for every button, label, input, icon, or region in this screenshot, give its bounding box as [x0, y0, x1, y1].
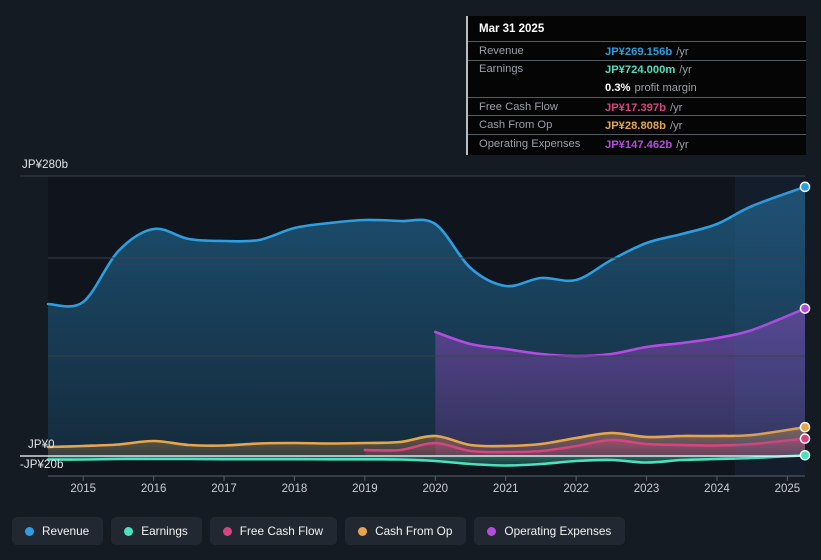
x-axis-tick-2020: 2020 — [422, 483, 449, 495]
y-axis-label-negative: -JP¥20b — [20, 459, 64, 471]
legend-item-revenue[interactable]: Revenue — [12, 517, 104, 545]
legend-item-label: Operating Expenses — [504, 524, 612, 538]
x-axis-tick-2024: 2024 — [704, 483, 730, 495]
tooltip-profit-margin-group: 0.3% profit margin — [605, 78, 697, 96]
x-axis-tick-2016: 2016 — [140, 483, 167, 495]
legend-item-earnings[interactable]: Earnings — [111, 517, 202, 545]
profit-margin-value: 0.3% — [605, 82, 631, 95]
tooltip-row-value-group: JP¥28.808b/yr — [605, 116, 682, 134]
legend-item-label: Cash From Op — [375, 524, 453, 538]
x-axis-tick-2015: 2015 — [70, 483, 96, 495]
tooltip-row-unit: /yr — [669, 120, 683, 133]
profit-margin-label: profit margin — [634, 82, 697, 95]
legend-item-free-cash-flow[interactable]: Free Cash Flow — [209, 517, 338, 545]
tooltip-rows: Revenue JP¥269.156b/yr Earnings JP¥724.000m… — [468, 41, 806, 153]
legend-color-dot-icon — [25, 526, 34, 536]
x-axis-tick-2018: 2018 — [281, 483, 308, 495]
legend-color-dot-icon — [358, 526, 368, 536]
tooltip-row-unit: /yr — [679, 64, 692, 77]
x-axis-tick-2019: 2019 — [352, 483, 378, 495]
tooltip-row-value-group: JP¥724.000m/yr — [605, 60, 692, 78]
y-axis-label-top: JP¥280b — [22, 159, 69, 171]
x-axis-tick-2022: 2022 — [563, 483, 589, 495]
financial-chart: JP¥280b JP¥0 -JP¥20b 2015 2016 2017 2018 201… — [20, 159, 811, 495]
data-tooltip: Mar 31 2025 Revenue JP¥269.156b/yr Earning… — [466, 16, 806, 155]
tooltip-row-value: JP¥269.156b — [605, 45, 673, 58]
tooltip-row: Free Cash Flow JP¥17.397b/yr — [468, 96, 806, 116]
tooltip-row-unit: /yr — [676, 138, 689, 151]
tooltip-row: Revenue JP¥269.156b/yr — [468, 41, 806, 60]
tooltip-row-value-group: JP¥269.156b/yr — [605, 42, 689, 60]
x-axis-tick-2017: 2017 — [211, 483, 237, 495]
legend-item-cash-from-op[interactable]: Cash From Op — [345, 517, 467, 545]
tooltip-row-label: Operating Expenses — [479, 137, 581, 150]
x-axis-tick-2023: 2023 — [633, 483, 660, 495]
tooltip-row-label: Revenue — [479, 44, 524, 57]
tooltip-row: Earnings JP¥724.000m/yr — [468, 59, 806, 79]
legend-item-operating-expenses[interactable]: Operating Expenses — [474, 517, 626, 545]
tooltip-row-value: JP¥28.808b — [605, 120, 666, 133]
legend-item-label: Free Cash Flow — [239, 524, 324, 538]
tooltip-row-label: Cash From Op — [479, 119, 553, 132]
legend-color-dot-icon — [487, 526, 497, 536]
x-axis-tick-2025: 2025 — [774, 483, 801, 495]
legend-color-dot-icon — [124, 526, 134, 536]
tooltip-date-title: Mar 31 2025 — [479, 23, 545, 35]
tooltip-row-value: JP¥17.397b — [605, 101, 666, 114]
legend-item-label: Revenue — [42, 524, 90, 538]
chart-legend: Revenue Earnings Free Cash Flow Cash From O… — [12, 517, 626, 545]
tooltip-row: Operating Expenses JP¥147.462b/yr — [468, 133, 806, 153]
tooltip-row-value-group: JP¥17.397b/yr — [605, 98, 682, 116]
tooltip-row-value-group: JP¥147.462b/yr — [605, 135, 689, 153]
tooltip-row-value: JP¥724.000m — [605, 64, 676, 77]
tooltip-row: Cash From Op JP¥28.808b/yr — [468, 115, 806, 134]
legend-item-label: Earnings — [141, 524, 188, 538]
legend-color-dot-icon — [222, 526, 232, 536]
x-axis-tick-2021: 2021 — [492, 483, 519, 495]
tooltip-profit-margin-row: 0.3% profit margin — [468, 78, 806, 97]
y-axis-label-zero: JP¥0 — [28, 439, 55, 451]
chart-canvas — [20, 175, 811, 481]
tooltip-row-label: Earnings — [479, 63, 524, 76]
tooltip-row-unit: /yr — [669, 101, 683, 114]
tooltip-row-label: Free Cash Flow — [479, 100, 558, 113]
tooltip-row-unit: /yr — [676, 45, 689, 58]
tooltip-row-value: JP¥147.462b — [605, 138, 673, 151]
